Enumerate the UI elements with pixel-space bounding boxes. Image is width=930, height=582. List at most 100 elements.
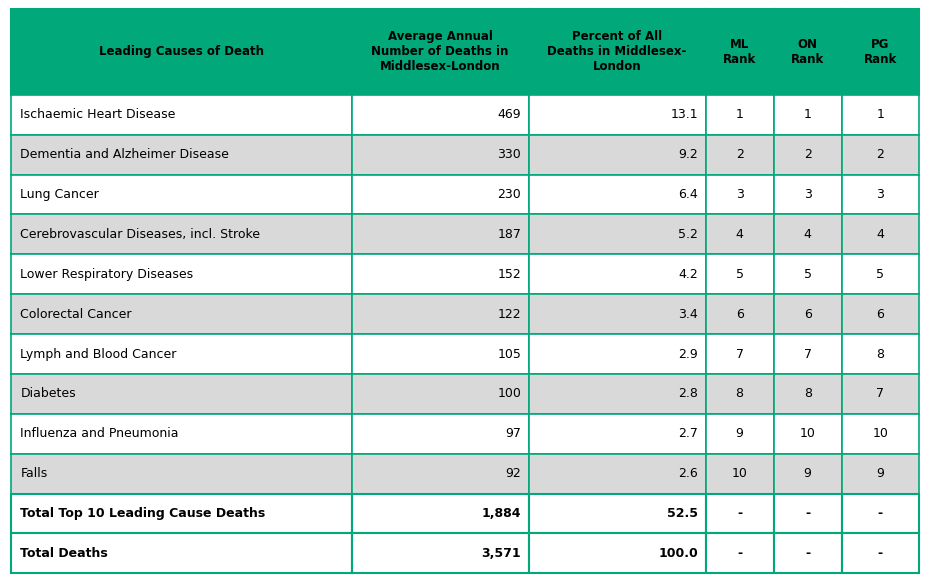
Text: -: - <box>805 547 810 560</box>
Bar <box>11 533 352 573</box>
Text: 2.9: 2.9 <box>678 347 698 360</box>
Bar <box>11 454 352 494</box>
Bar <box>842 95 919 135</box>
Text: 3.4: 3.4 <box>678 308 698 321</box>
Text: 7: 7 <box>876 388 884 400</box>
Bar <box>842 175 919 215</box>
Text: 9: 9 <box>804 467 812 480</box>
Text: ML
Rank: ML Rank <box>723 38 756 66</box>
Text: 9: 9 <box>876 467 884 480</box>
Text: 1: 1 <box>876 108 884 121</box>
Bar <box>352 135 528 175</box>
Text: Total Top 10 Leading Cause Deaths: Total Top 10 Leading Cause Deaths <box>20 507 266 520</box>
Bar <box>706 414 774 454</box>
Text: Lung Cancer: Lung Cancer <box>20 188 100 201</box>
Bar <box>352 533 528 573</box>
Bar <box>528 95 706 135</box>
Text: 105: 105 <box>498 347 521 360</box>
Bar <box>774 215 842 254</box>
Bar <box>528 135 706 175</box>
Text: 92: 92 <box>505 467 521 480</box>
Bar <box>352 254 528 294</box>
Text: 2.8: 2.8 <box>678 388 698 400</box>
Text: 3: 3 <box>736 188 743 201</box>
Bar <box>11 95 352 135</box>
Bar <box>11 374 352 414</box>
Text: Ischaemic Heart Disease: Ischaemic Heart Disease <box>20 108 176 121</box>
Text: 4: 4 <box>736 228 743 241</box>
Text: Leading Causes of Death: Leading Causes of Death <box>99 45 264 58</box>
Text: 7: 7 <box>804 347 812 360</box>
Text: Lower Respiratory Diseases: Lower Respiratory Diseases <box>20 268 193 281</box>
Bar <box>528 9 706 95</box>
Text: 8: 8 <box>736 388 744 400</box>
Text: Influenza and Pneumonia: Influenza and Pneumonia <box>20 427 179 440</box>
Text: 230: 230 <box>498 188 521 201</box>
Bar <box>706 254 774 294</box>
Bar <box>352 494 528 533</box>
Text: 6: 6 <box>736 308 743 321</box>
Bar <box>706 494 774 533</box>
Bar <box>842 254 919 294</box>
Bar <box>774 454 842 494</box>
Text: 2.7: 2.7 <box>678 427 698 440</box>
Bar <box>11 254 352 294</box>
Bar <box>11 494 352 533</box>
Bar <box>11 9 352 95</box>
Text: 7: 7 <box>736 347 744 360</box>
Text: Lymph and Blood Cancer: Lymph and Blood Cancer <box>20 347 177 360</box>
Bar <box>842 533 919 573</box>
Bar <box>352 175 528 215</box>
Text: 5: 5 <box>876 268 884 281</box>
Bar <box>842 334 919 374</box>
Text: 5: 5 <box>736 268 744 281</box>
Bar <box>528 454 706 494</box>
Text: 4.2: 4.2 <box>678 268 698 281</box>
Text: 3: 3 <box>804 188 812 201</box>
Text: 10: 10 <box>732 467 748 480</box>
Bar <box>842 215 919 254</box>
Bar <box>352 334 528 374</box>
Text: 3: 3 <box>876 188 884 201</box>
Bar <box>11 175 352 215</box>
Bar <box>706 95 774 135</box>
Text: Cerebrovascular Diseases, incl. Stroke: Cerebrovascular Diseases, incl. Stroke <box>20 228 260 241</box>
Bar <box>352 454 528 494</box>
Bar <box>774 9 842 95</box>
Text: 8: 8 <box>876 347 884 360</box>
Bar <box>352 95 528 135</box>
Bar <box>774 254 842 294</box>
Bar <box>774 374 842 414</box>
Text: 10: 10 <box>800 427 816 440</box>
Text: 3,571: 3,571 <box>482 547 521 560</box>
Bar <box>842 414 919 454</box>
Bar <box>528 175 706 215</box>
Bar <box>706 9 774 95</box>
Bar <box>774 533 842 573</box>
Text: 52.5: 52.5 <box>667 507 698 520</box>
Bar <box>706 374 774 414</box>
Bar <box>706 533 774 573</box>
Text: 330: 330 <box>498 148 521 161</box>
Bar <box>528 414 706 454</box>
Text: 5: 5 <box>804 268 812 281</box>
Text: -: - <box>878 547 883 560</box>
Text: PG
Rank: PG Rank <box>864 38 897 66</box>
Text: 13.1: 13.1 <box>671 108 698 121</box>
Text: -: - <box>737 547 742 560</box>
Bar <box>774 334 842 374</box>
Bar <box>528 294 706 334</box>
Text: Colorectal Cancer: Colorectal Cancer <box>20 308 132 321</box>
Bar <box>706 135 774 175</box>
Bar <box>352 9 528 95</box>
Text: Dementia and Alzheimer Disease: Dementia and Alzheimer Disease <box>20 148 230 161</box>
Text: 4: 4 <box>876 228 884 241</box>
Text: 2: 2 <box>876 148 884 161</box>
Bar <box>11 135 352 175</box>
Text: ON
Rank: ON Rank <box>791 38 824 66</box>
Text: 9.2: 9.2 <box>678 148 698 161</box>
Bar <box>774 494 842 533</box>
Bar <box>842 454 919 494</box>
Bar <box>706 215 774 254</box>
Bar <box>842 135 919 175</box>
